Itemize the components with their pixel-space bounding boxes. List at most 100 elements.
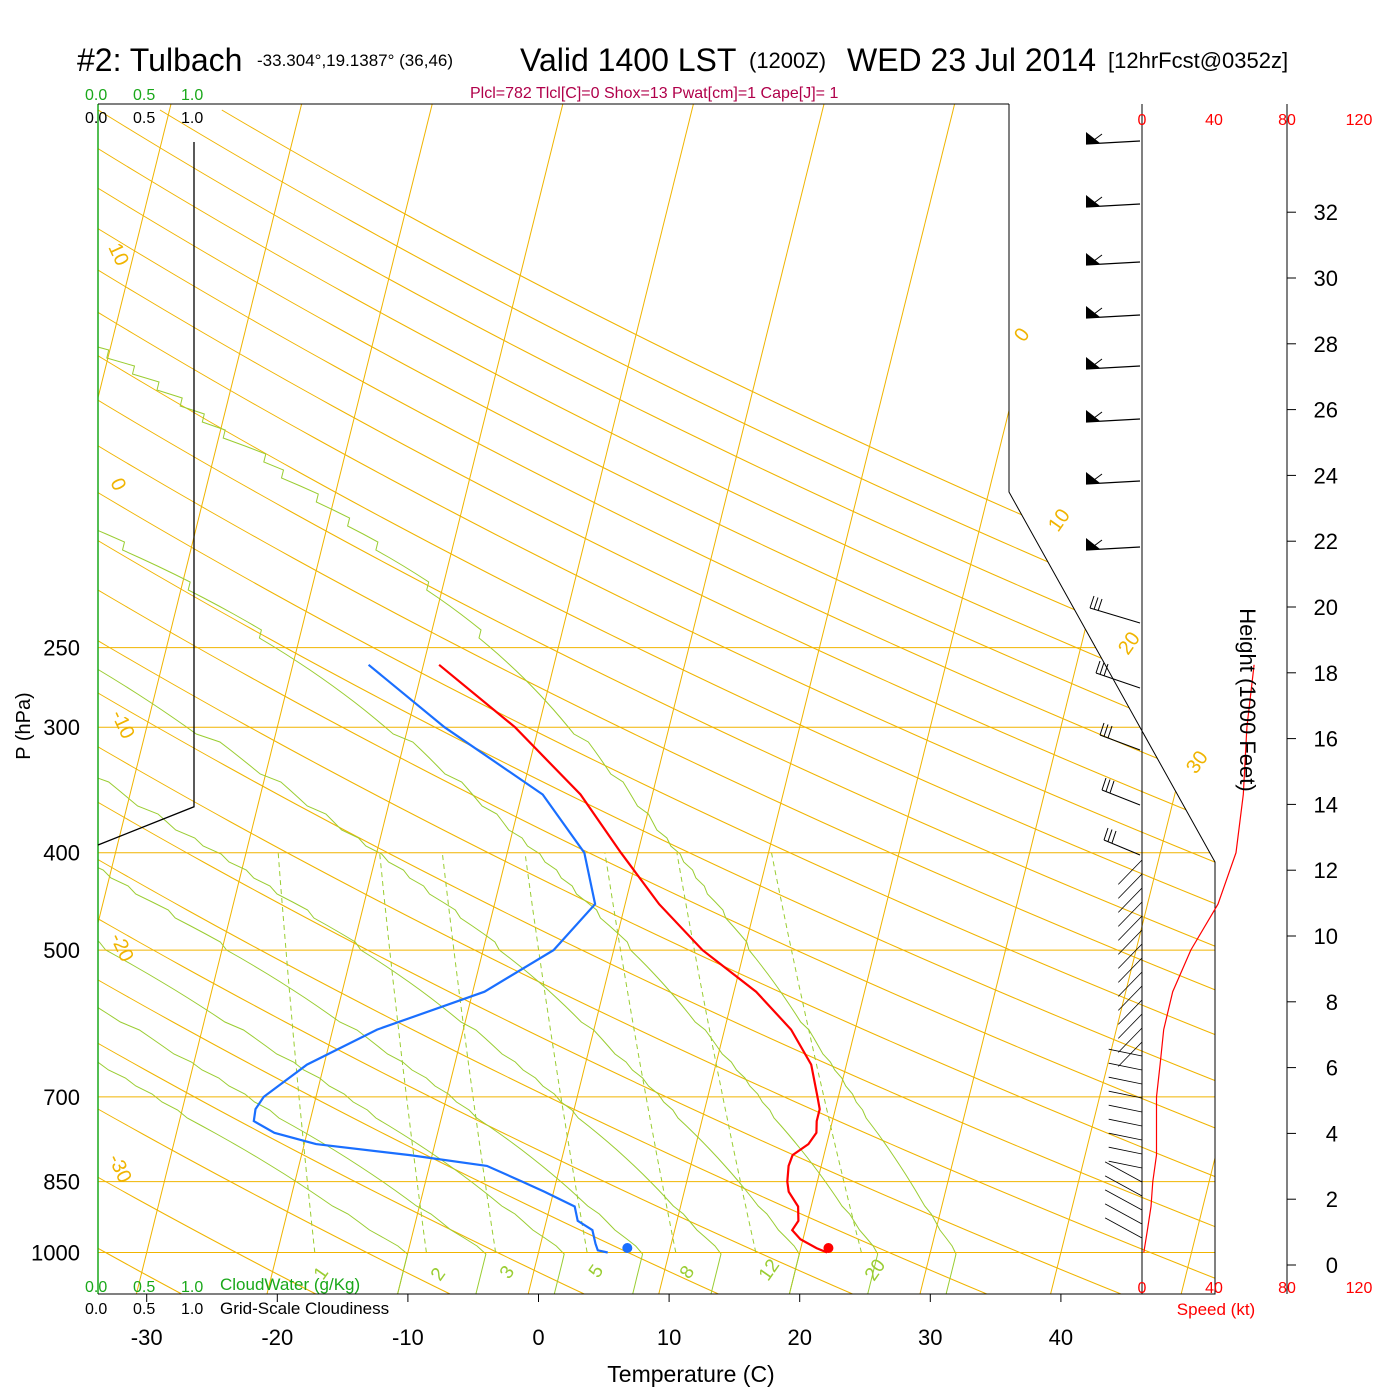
x-tick-label: -10 <box>392 1325 424 1350</box>
wind-barb <box>1085 418 1141 423</box>
wind-barb <box>1118 1013 1143 1039</box>
wind-barb <box>1108 1104 1143 1113</box>
dry-adiabat <box>98 109 1215 1294</box>
dry-adiabat <box>98 109 1215 1294</box>
wind-barb <box>1108 1118 1143 1127</box>
wind-barb <box>1118 915 1143 941</box>
height-tick-label: 26 <box>1314 398 1338 423</box>
wind-barb-flag <box>1103 827 1109 841</box>
mixing-ratio-label: 3 <box>496 1262 519 1283</box>
mixing-ratio-label: 12 <box>755 1256 784 1285</box>
wind-barb <box>1101 789 1141 806</box>
wind-barb-pennant <box>1086 357 1100 369</box>
height-tick-label: 12 <box>1314 858 1338 883</box>
cloud-top-green-1: 0.5 <box>133 87 155 104</box>
mixing-ratio-line <box>676 852 757 1253</box>
mixing-ratio-label: 5 <box>585 1261 608 1282</box>
cloud-top-black-0: 0.0 <box>85 110 107 127</box>
wind-barb-pennant <box>1086 306 1100 318</box>
x-tick-label: 40 <box>1049 1325 1073 1350</box>
height-tick-label: 32 <box>1314 200 1338 225</box>
x-tick-label: 30 <box>918 1325 942 1350</box>
forecast-tag: [12hrFcst@0352z] <box>1108 48 1288 73</box>
speed-bottom-3: 120 <box>1346 1280 1373 1297</box>
y-axis-title: P (hPa) <box>13 692 35 759</box>
isotherm-line <box>135 104 433 1294</box>
wind-barb <box>1085 203 1141 208</box>
isotherm-label: -30 <box>103 1151 135 1186</box>
wind-barb <box>1108 1062 1143 1071</box>
wind-barb <box>1118 859 1143 885</box>
cloudiness-label: Grid-Scale Cloudiness <box>220 1299 389 1318</box>
wind-barb <box>1118 971 1143 997</box>
height-tick-label: 30 <box>1314 266 1338 291</box>
dry-adiabat <box>98 109 1122 1294</box>
mixing-ratio-label: 8 <box>676 1262 699 1283</box>
wind-barb-flag <box>1095 660 1101 674</box>
plot-border <box>98 104 1216 1295</box>
wind-barb-flag <box>1089 595 1095 609</box>
wind-barb <box>1095 672 1141 689</box>
wind-barb-flag <box>1107 829 1113 842</box>
isotherm-label: -20 <box>105 930 137 965</box>
wind-barb-flag <box>1101 777 1107 791</box>
wind-barb-flag <box>1089 411 1103 422</box>
speed-bottom-1: 40 <box>1205 1280 1223 1297</box>
wind-barb <box>1108 1048 1143 1057</box>
wind-barb-flag <box>1099 662 1105 675</box>
wind-barb-pennant <box>1086 253 1100 265</box>
pressure-tick-label: 300 <box>43 715 80 740</box>
cloud-bottom-black-0: 0.0 <box>85 1301 107 1318</box>
pressure-tick-label: 500 <box>43 938 80 963</box>
speed-top-0: 0 <box>1138 112 1147 129</box>
dry-adiabat <box>98 109 1215 1294</box>
wind-barb <box>1118 1041 1143 1067</box>
dry-adiabat <box>98 109 1215 1294</box>
surface-dewpoint-dot <box>622 1243 633 1253</box>
wind-barb-flag <box>1099 722 1105 736</box>
dry-adiabat <box>159 109 1215 1294</box>
dry-adiabat <box>98 109 1215 1294</box>
wind-barb-flag <box>1089 473 1103 484</box>
isotherm-label: 0 <box>1010 324 1034 346</box>
isotherm-label: 0 <box>105 475 130 494</box>
wind-barb <box>1103 839 1141 856</box>
mixing-ratio-line <box>441 852 497 1253</box>
dry-adiabat <box>98 109 1215 1294</box>
dry-adiabat <box>98 109 1215 1294</box>
height-tick-label: 24 <box>1314 463 1338 488</box>
wind-barb <box>1099 734 1141 751</box>
pressure-tick-label: 1000 <box>31 1241 80 1266</box>
isotherm-line <box>1050 104 1215 1294</box>
speed-axis-label: Speed (kt) <box>1177 1300 1255 1319</box>
wind-barb-flag <box>1089 133 1103 144</box>
wind-barb <box>1104 1203 1143 1225</box>
cloudiness-line <box>97 142 195 846</box>
wind-barb-flag <box>1103 663 1109 677</box>
x-tick-label: 10 <box>657 1325 681 1350</box>
wind-barb <box>1118 929 1143 955</box>
wind-barb <box>1104 1175 1143 1197</box>
wind-barb <box>1085 314 1141 319</box>
station-coords: -33.304°,19.1387° (36,46) <box>257 51 453 70</box>
dry-adiabat <box>98 109 1215 1294</box>
wind-barb-flag <box>1097 598 1103 612</box>
isotherm-label: 10 <box>1044 505 1075 536</box>
side-panel <box>1141 104 1296 1294</box>
height-axis-title: Height (1000 Feet) <box>1235 608 1260 791</box>
wind-barb-flag <box>1109 780 1115 794</box>
wind-barb-flag <box>1103 724 1109 737</box>
isotherm-label: -10 <box>106 707 138 742</box>
wind-barb <box>1108 1132 1143 1141</box>
height-tick-label: 8 <box>1326 990 1338 1015</box>
speed-top-1: 40 <box>1205 112 1223 129</box>
pressure-tick-label: 700 <box>43 1085 80 1110</box>
dry-adiabat <box>98 109 451 1294</box>
wind-barb <box>1104 1189 1143 1211</box>
height-tick-label: 22 <box>1314 529 1338 554</box>
wind-barb <box>1118 1027 1143 1053</box>
x-tick-label: -20 <box>261 1325 293 1350</box>
dewpoint-line <box>252 663 608 1254</box>
cloud-top-black-2: 1.0 <box>181 110 203 127</box>
dry-adiabat <box>98 109 987 1294</box>
